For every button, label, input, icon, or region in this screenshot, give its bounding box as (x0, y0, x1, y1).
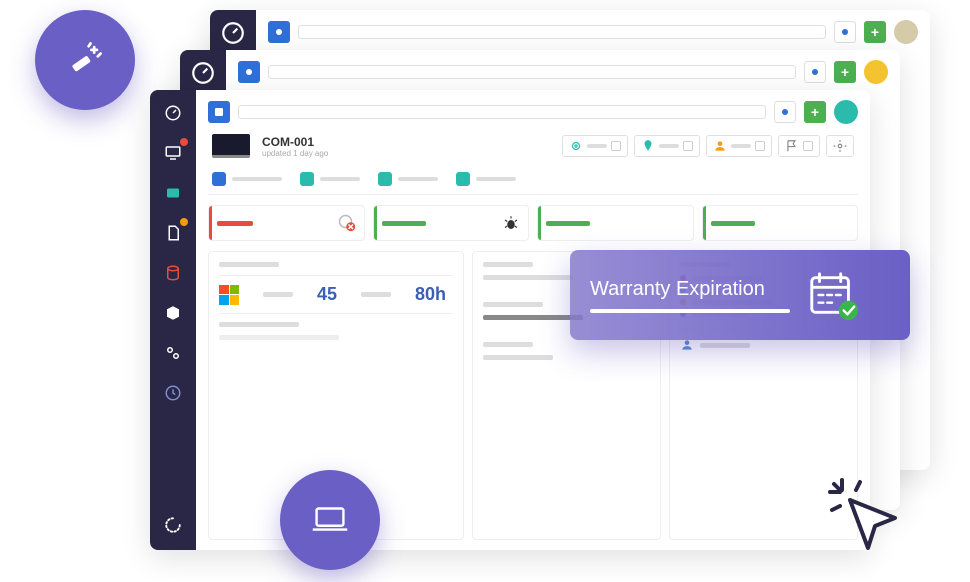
brand-logo-icon (160, 512, 186, 538)
card-icon[interactable] (160, 180, 186, 206)
topbar: + (208, 100, 858, 124)
chip-target[interactable] (562, 135, 628, 157)
cursor-click-icon (820, 470, 910, 565)
topbar-mid: + (238, 60, 888, 84)
tab-2[interactable] (300, 172, 360, 186)
box-icon[interactable] (160, 300, 186, 326)
status-card-ok-1[interactable] (373, 205, 530, 241)
avatar[interactable] (834, 100, 858, 124)
status-card-ok-3[interactable] (702, 205, 859, 241)
settings-icon[interactable] (160, 340, 186, 366)
status-cards (208, 205, 858, 241)
tabs (208, 168, 858, 195)
device-updated: updated 1 day ago (262, 149, 328, 158)
action-chips (562, 135, 854, 157)
document-icon[interactable] (160, 220, 186, 246)
user-row (680, 338, 847, 352)
metric-count: 45 (317, 284, 337, 305)
callout-title: Warranty Expiration (590, 278, 790, 301)
clock-error-icon (338, 214, 356, 232)
gauge-icon (220, 20, 246, 46)
warn-badge (180, 218, 188, 226)
gauge-icon (190, 60, 216, 86)
search-input[interactable] (268, 65, 796, 79)
database-icon[interactable] (160, 260, 186, 286)
search-input[interactable] (238, 105, 766, 119)
menu-button[interactable] (268, 21, 290, 43)
add-button[interactable]: + (864, 21, 886, 43)
chip-flag[interactable] (778, 135, 820, 157)
avatar[interactable] (864, 60, 888, 84)
device-thumbnail-icon (212, 134, 250, 158)
notif-button[interactable] (834, 21, 856, 43)
tab-3[interactable] (378, 172, 438, 186)
gauge-icon[interactable] (160, 100, 186, 126)
tab-4[interactable] (456, 172, 516, 186)
menu-button[interactable] (208, 101, 230, 123)
chip-user[interactable] (706, 135, 772, 157)
windows-icon (219, 285, 239, 305)
topbar-back: + (268, 20, 918, 44)
notif-button[interactable] (804, 61, 826, 83)
add-button[interactable]: + (834, 61, 856, 83)
alert-badge (180, 138, 188, 146)
laptop-badge (280, 470, 380, 570)
tab-1[interactable] (212, 172, 282, 186)
sidebar (150, 90, 196, 550)
status-card-ok-2[interactable] (537, 205, 694, 241)
metric-hours: 80h (415, 284, 446, 305)
monitor-icon[interactable] (160, 140, 186, 166)
clock-icon[interactable] (160, 380, 186, 406)
callout-underline (590, 309, 790, 313)
warranty-callout: Warranty Expiration (570, 250, 910, 340)
add-button[interactable]: + (804, 101, 826, 123)
search-input[interactable] (298, 25, 826, 39)
calendar-check-icon (806, 268, 860, 322)
avatar[interactable] (894, 20, 918, 44)
chip-settings[interactable] (826, 135, 854, 157)
menu-button[interactable] (238, 61, 260, 83)
status-card-error[interactable] (208, 205, 365, 241)
notif-button[interactable] (774, 101, 796, 123)
device-header: COM-001 updated 1 day ago (208, 134, 858, 158)
device-name: COM-001 (262, 135, 328, 149)
bug-icon (502, 214, 520, 232)
chip-location[interactable] (634, 135, 700, 157)
wand-badge (35, 10, 135, 110)
